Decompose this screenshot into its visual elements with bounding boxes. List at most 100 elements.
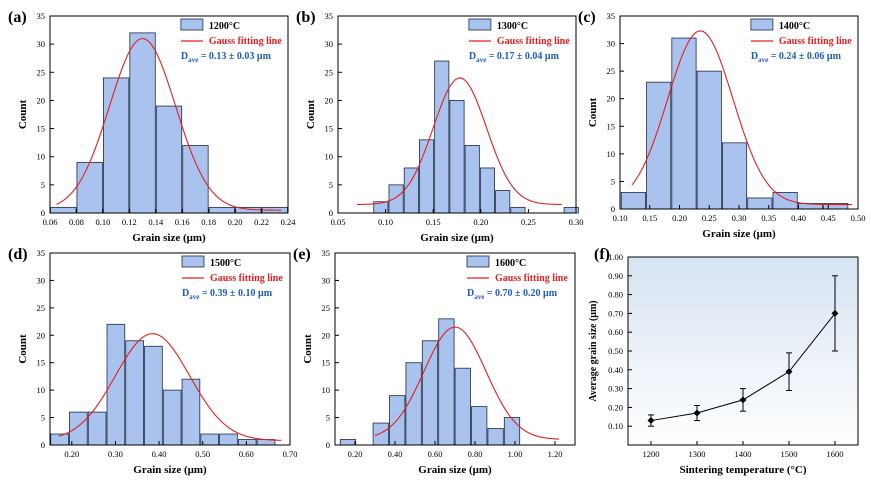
x-tick-label: 0.20 bbox=[228, 217, 243, 227]
histogram-bar bbox=[102, 77, 130, 214]
y-tick-label: 15 bbox=[325, 124, 334, 134]
legend-label-fit: Gauss fitting line bbox=[495, 273, 568, 284]
histogram-bar bbox=[200, 433, 219, 446]
y-tick-label: 25 bbox=[325, 67, 334, 77]
histogram-bar bbox=[372, 422, 389, 446]
x-tick-label: 0.24 bbox=[281, 217, 297, 227]
panel-label: (e) bbox=[293, 246, 311, 263]
x-tick-label: 0.70 bbox=[283, 449, 298, 459]
data-point bbox=[693, 409, 701, 417]
y-tick-label: 0 bbox=[41, 440, 45, 450]
y-tick-label: 25 bbox=[322, 303, 331, 313]
histogram-bar bbox=[696, 70, 722, 210]
histogram-bar bbox=[487, 428, 504, 446]
y-tick-label: 10 bbox=[322, 385, 331, 395]
legend-label-temperature: 1200°C bbox=[209, 21, 240, 32]
y-tick-label: 30 bbox=[37, 39, 46, 49]
histogram-bar bbox=[162, 389, 182, 446]
data-point bbox=[739, 396, 747, 404]
histogram-panel-0: (a) 0 5 10 15 20 25 30 35 0.06 0.08 0.10 0.12 0.14 0.1… bbox=[8, 9, 296, 244]
y-tick-label: 20 bbox=[37, 330, 46, 340]
y-tick-label: 5 bbox=[611, 176, 615, 186]
x-tick-label: 0.16 bbox=[175, 217, 190, 227]
x-tick-label: 0.10 bbox=[378, 217, 393, 227]
y-tick-label: 35 bbox=[607, 11, 616, 21]
x-tick-label: 0.25 bbox=[521, 217, 536, 227]
y-tick-label: 20 bbox=[37, 95, 46, 105]
x-axis-title: Grain size (μm) bbox=[132, 232, 206, 244]
histogram-bar bbox=[129, 32, 156, 214]
histogram-panel-4: (e) 0 5 10 15 20 25 30 35 0.20 0.40 0.60 0.80 1.00 1.2… bbox=[293, 246, 576, 476]
panel-label: (d) bbox=[8, 246, 28, 263]
histogram-bar bbox=[671, 37, 697, 210]
y-tick-label: 10 bbox=[325, 152, 334, 162]
histogram-bar bbox=[208, 206, 236, 214]
x-tick-label: 0.06 bbox=[43, 217, 58, 227]
y-axis-title: Average grain size (μm) bbox=[588, 300, 599, 401]
y-tick-label: 30 bbox=[607, 39, 616, 49]
legend-dave: Dave = 0.13 ± 0.03 μm bbox=[181, 51, 272, 64]
x-tick-label: 0.20 bbox=[672, 213, 687, 223]
histogram-panel-2: (c) 0 5 10 15 20 25 30 35 0.10 0.15 0.20 0.25 0.30 0.3… bbox=[578, 9, 865, 240]
legend-label-temperature: 1600°C bbox=[495, 258, 526, 269]
histogram-bar bbox=[772, 192, 798, 210]
histogram-bar bbox=[106, 323, 126, 446]
y-tick-label: 5 bbox=[41, 180, 45, 190]
gauss-fit-line bbox=[58, 333, 282, 441]
y-tick-label: 20 bbox=[607, 94, 616, 104]
y-axis-title: Count bbox=[587, 97, 599, 127]
x-tick-label: 0.40 bbox=[388, 449, 403, 459]
y-tick-label: 0.30 bbox=[608, 384, 623, 394]
legend-label-fit: Gauss fitting line bbox=[779, 36, 852, 47]
x-axis-title: Grain size (μm) bbox=[420, 232, 494, 244]
x-axis-title: Grain size (μm) bbox=[418, 464, 492, 476]
legend-swatch-bar bbox=[750, 18, 774, 31]
y-tick-label: 0.20 bbox=[608, 402, 623, 412]
y-axis-title: Count bbox=[17, 99, 29, 129]
x-tick-label: 0.50 bbox=[851, 213, 866, 223]
x-axis-title: Grain size (μm) bbox=[702, 228, 776, 240]
x-tick-label: 0.05 bbox=[331, 217, 346, 227]
gauss-fit-line bbox=[357, 77, 562, 206]
y-tick-label: 10 bbox=[37, 152, 46, 162]
x-tick-label: 0.35 bbox=[761, 213, 776, 223]
histogram-bar bbox=[421, 340, 439, 446]
panel-label: (f) bbox=[594, 246, 610, 263]
histogram-bar bbox=[403, 167, 419, 214]
y-tick-label: 20 bbox=[322, 330, 331, 340]
x-tick-label: 0.40 bbox=[791, 213, 806, 223]
gauss-fit-line bbox=[56, 37, 282, 211]
x-tick-label: 0.30 bbox=[569, 217, 584, 227]
y-tick-label: 0.60 bbox=[608, 327, 623, 337]
legend-dave: Dave = 0.24 ± 0.06 μm bbox=[751, 51, 842, 64]
y-tick-label: 5 bbox=[326, 413, 330, 423]
plot-frame bbox=[334, 252, 576, 446]
y-tick-label: 15 bbox=[322, 358, 331, 368]
histogram-bar bbox=[471, 406, 488, 446]
x-tick-label: 0.15 bbox=[642, 213, 657, 223]
x-tick-label: 1600 bbox=[827, 449, 844, 459]
histogram-bar bbox=[125, 340, 144, 446]
y-tick-label: 35 bbox=[37, 11, 46, 21]
histogram-bar bbox=[87, 411, 107, 446]
y-tick-label: 0.70 bbox=[608, 308, 623, 318]
y-tick-label: 15 bbox=[37, 358, 46, 368]
panel-label: (c) bbox=[578, 9, 596, 26]
histogram-bar bbox=[510, 206, 526, 214]
histogram-bar bbox=[454, 367, 471, 446]
histogram-bar bbox=[50, 206, 77, 214]
data-point bbox=[785, 368, 793, 376]
histogram-bar bbox=[388, 184, 404, 214]
legend-swatch-bar bbox=[181, 255, 205, 268]
plot-background bbox=[628, 257, 858, 445]
x-tick-label: 1300 bbox=[689, 449, 706, 459]
y-tick-label: 5 bbox=[41, 413, 45, 423]
y-tick-label: 0.40 bbox=[608, 365, 623, 375]
x-tick-label: 0.22 bbox=[254, 217, 269, 227]
y-tick-label: 20 bbox=[325, 95, 334, 105]
histogram-bar bbox=[419, 139, 435, 214]
y-tick-label: 0 bbox=[611, 204, 615, 214]
y-tick-label: 35 bbox=[37, 248, 46, 258]
legend-label-fit: Gauss fitting line bbox=[497, 36, 570, 47]
